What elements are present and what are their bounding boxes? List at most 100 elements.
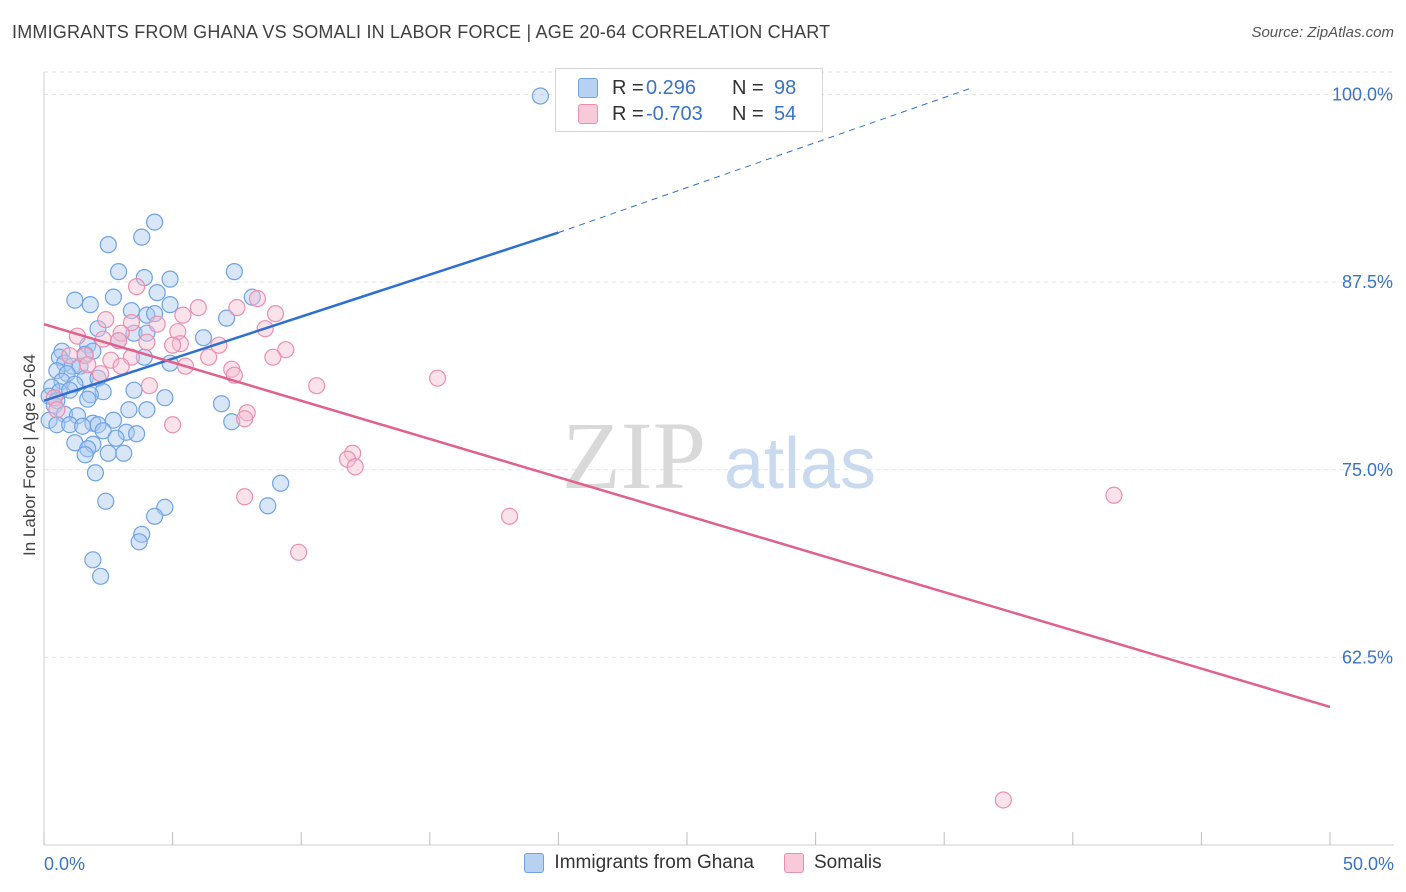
- legend-swatch-ghana: [524, 853, 545, 873]
- ghana-point: [94, 422, 112, 440]
- series-somali-points: [45, 278, 1123, 809]
- ghana-point: [107, 429, 125, 447]
- somali-point: [97, 311, 115, 329]
- ghana-point: [259, 497, 277, 515]
- ghana-point: [48, 362, 66, 380]
- ghana-point: [79, 390, 97, 408]
- somali-point: [122, 314, 141, 332]
- somali-point: [277, 341, 295, 359]
- ghana-point: [138, 401, 156, 419]
- ghana-point: [104, 411, 123, 429]
- ghana-point: [97, 492, 115, 510]
- legend-row-somali: R = -0.703 N = 54: [578, 102, 796, 126]
- ghana-trend-line: [43, 231, 559, 402]
- somali-point: [346, 458, 364, 476]
- ghana-point: [145, 213, 164, 231]
- legend-item-somali[interactable]: Somalis: [784, 852, 882, 874]
- ghana-point: [104, 288, 123, 306]
- somali-point: [248, 290, 267, 308]
- somali-point: [1105, 486, 1123, 504]
- ghana-point: [212, 395, 231, 413]
- legend-swatch-ghana: [578, 78, 598, 98]
- somali-point: [994, 791, 1012, 809]
- legend-r-value: -0.703: [646, 102, 703, 125]
- legend-n-label: N =: [732, 102, 764, 125]
- somali-point: [266, 305, 285, 323]
- legend-r-label: R =: [612, 76, 644, 99]
- ghana-point: [223, 413, 241, 431]
- somali-point: [102, 351, 120, 369]
- somali-point: [112, 357, 130, 375]
- watermark-atlas: atlas: [724, 424, 876, 504]
- ghana-point: [125, 324, 143, 342]
- ghana-point: [81, 296, 99, 314]
- ghana-point: [127, 425, 146, 443]
- x-tick-label: 50.0%: [1343, 854, 1394, 874]
- somali-point: [290, 543, 308, 561]
- somali-point: [140, 377, 159, 395]
- legend-n-label: N =: [732, 76, 764, 99]
- legend-label-ghana: Immigrants from Ghana: [554, 852, 754, 873]
- ghana-point: [84, 551, 102, 569]
- legend-n-value: 98: [774, 76, 797, 99]
- somali-point: [164, 416, 182, 434]
- legend-r-label: R =: [612, 102, 644, 125]
- chart-title: IMMIGRANTS FROM GHANA VS SOMALI IN LABOR…: [12, 22, 831, 42]
- somali-point: [428, 369, 447, 387]
- ghana-point: [145, 507, 164, 525]
- somali-point: [148, 315, 166, 333]
- ghana-point: [76, 446, 94, 464]
- somali-point: [127, 278, 146, 296]
- somali-point: [236, 410, 254, 428]
- somali-point: [308, 377, 326, 395]
- ghana-point: [94, 383, 112, 401]
- somali-point: [228, 299, 246, 317]
- somali-point: [500, 507, 519, 525]
- somali-point: [138, 333, 156, 351]
- legend-item-ghana[interactable]: Immigrants from Ghana: [524, 852, 754, 874]
- ghana-point: [130, 533, 148, 551]
- correlation-legend: R = 0.296 N = 98 R = -0.703 N = 54: [555, 68, 823, 132]
- legend-label-somali: Somalis: [814, 852, 882, 873]
- somali-point: [61, 347, 79, 365]
- y-tick-label: 100.0%: [1332, 85, 1393, 105]
- ghana-point: [125, 381, 143, 399]
- gridlines: [44, 71, 1394, 658]
- ghana-point: [225, 263, 243, 281]
- somali-point: [79, 356, 97, 374]
- series-ghana-points: [40, 87, 549, 585]
- somali-point: [164, 336, 182, 354]
- ghana-point: [161, 296, 179, 314]
- legend-swatch-somali: [578, 104, 598, 124]
- ghana-point: [66, 291, 84, 309]
- ghana-trend-extension: [558, 88, 971, 234]
- somali-point: [48, 401, 66, 419]
- ghana-point: [161, 270, 179, 288]
- ghana-point: [194, 329, 213, 347]
- ghana-point: [133, 228, 151, 246]
- somali-point: [236, 488, 254, 506]
- series-legend: Immigrants from Ghana Somalis: [0, 852, 1406, 874]
- watermark-zip: ZIP: [562, 402, 706, 509]
- ghana-point: [73, 417, 92, 435]
- somali-point: [264, 348, 282, 366]
- ghana-point: [148, 284, 166, 302]
- ghana-point: [218, 309, 236, 327]
- y-tick-label: 62.5%: [1342, 647, 1393, 667]
- tick-labels: 62.5% 75.0% 87.5% 100.0% 0.0% 50.0%: [44, 85, 1394, 874]
- ghana-point: [156, 389, 174, 407]
- ghana-point: [86, 464, 105, 482]
- ghana-point: [109, 263, 128, 281]
- legend-swatch-somali: [784, 853, 804, 873]
- y-tick-label: 75.0%: [1342, 460, 1393, 480]
- ghana-point: [531, 87, 549, 105]
- somali-point: [189, 299, 207, 317]
- source-label: Source: ZipAtlas.com: [1251, 24, 1394, 41]
- legend-r-value: 0.296: [646, 76, 697, 99]
- somali-point: [174, 306, 192, 324]
- legend-row-ghana: R = 0.296 N = 98: [578, 76, 796, 100]
- ghana-point: [145, 305, 164, 323]
- axes: [43, 72, 1394, 846]
- legend-n-value: 54: [774, 102, 797, 125]
- ghana-point: [48, 416, 66, 434]
